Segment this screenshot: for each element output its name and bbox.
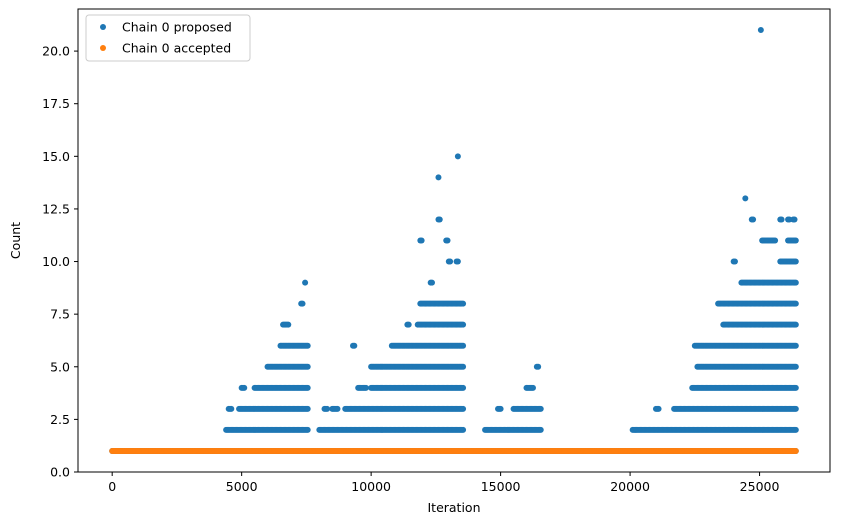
data-point — [436, 216, 443, 223]
y-tick-label: 5.0 — [50, 359, 70, 374]
series-0-band-8 — [427, 279, 799, 286]
y-tick-label: 17.5 — [42, 96, 70, 111]
data-point — [792, 279, 799, 286]
data-point — [792, 342, 799, 349]
data-point — [537, 426, 544, 433]
x-tick-label: 5000 — [226, 479, 258, 494]
x-tick-label: 15000 — [481, 479, 521, 494]
data-point — [460, 321, 467, 328]
data-point — [285, 321, 292, 328]
series-0-band-4 — [264, 363, 799, 370]
data-point — [792, 321, 799, 328]
series-0-band-3 — [238, 384, 799, 391]
data-point — [792, 405, 799, 412]
y-tick-label: 10.0 — [42, 254, 70, 269]
x-tick-label: 10000 — [351, 479, 391, 494]
data-point — [792, 426, 799, 433]
series-0-band-6 — [280, 321, 799, 328]
plot-area — [109, 27, 799, 454]
data-point — [497, 405, 504, 412]
data-point — [447, 258, 454, 265]
series-1-band-0 — [109, 447, 799, 454]
x-tick-label: 20000 — [610, 479, 650, 494]
data-point — [772, 237, 779, 244]
data-point — [362, 384, 369, 391]
data-point — [791, 216, 798, 223]
legend-box — [85, 14, 251, 62]
data-point — [655, 405, 662, 412]
data-point — [757, 27, 764, 34]
data-point — [444, 237, 451, 244]
y-tick-label: 2.5 — [50, 412, 70, 427]
data-point — [460, 363, 467, 370]
data-point — [304, 384, 311, 391]
data-point — [535, 363, 542, 370]
series-0-band-9 — [445, 258, 799, 265]
data-point — [460, 342, 467, 349]
data-point — [792, 258, 799, 265]
data-point — [460, 426, 467, 433]
data-point — [304, 363, 311, 370]
y-axis-label: Count — [8, 222, 23, 259]
data-point — [304, 342, 311, 349]
data-point — [241, 384, 248, 391]
series-0-band-7 — [298, 300, 799, 307]
data-point — [460, 405, 467, 412]
data-point — [460, 384, 467, 391]
data-point — [529, 384, 536, 391]
data-point — [304, 405, 311, 412]
data-point — [454, 153, 461, 160]
legend-label: Chain 0 accepted — [122, 41, 231, 56]
data-point — [792, 384, 799, 391]
data-point — [405, 321, 412, 328]
legend-marker — [100, 24, 106, 30]
legend-marker — [100, 45, 106, 51]
y-tick-label: 20.0 — [42, 44, 70, 59]
x-axis-label: Iteration — [427, 500, 480, 515]
x-axis-ticks: 0 5000 10000 15000 20000 25000 — [108, 472, 779, 494]
data-point — [302, 279, 309, 286]
data-point — [460, 300, 467, 307]
series-0-band-1 — [223, 426, 799, 433]
data-point — [428, 279, 435, 286]
data-point — [228, 405, 235, 412]
series-0 — [109, 27, 799, 454]
data-point — [778, 216, 785, 223]
x-tick-label: 25000 — [740, 479, 780, 494]
legend-label: Chain 0 proposed — [122, 20, 232, 35]
data-point — [792, 300, 799, 307]
data-point — [418, 237, 425, 244]
data-point — [299, 300, 306, 307]
data-point — [792, 237, 799, 244]
series-0-band-2 — [225, 405, 799, 412]
y-tick-label: 12.5 — [42, 201, 70, 216]
data-point — [454, 258, 461, 265]
data-point — [731, 258, 738, 265]
data-point — [334, 405, 341, 412]
data-point — [537, 405, 544, 412]
y-tick-label: 0.0 — [50, 465, 70, 480]
data-point — [792, 447, 799, 454]
data-point — [304, 426, 311, 433]
y-tick-label: 15.0 — [42, 149, 70, 164]
data-point — [792, 363, 799, 370]
y-tick-label: 7.5 — [50, 307, 70, 322]
y-axis-ticks: 0.0 2.5 5.0 7.5 10.0 12.5 15.0 17.5 20.0 — [42, 44, 78, 480]
data-point — [742, 195, 749, 202]
data-point — [750, 216, 757, 223]
series-0-band-11 — [435, 216, 798, 223]
series-0-band-10 — [417, 237, 799, 244]
axes-frame — [77, 8, 831, 473]
series-0-band-5 — [277, 342, 799, 349]
data-point — [435, 174, 442, 181]
data-point — [324, 405, 331, 412]
series-1 — [109, 447, 799, 454]
data-point — [351, 342, 358, 349]
x-tick-label: 0 — [108, 479, 116, 494]
legend: Chain 0 proposed Chain 0 accepted — [85, 14, 251, 62]
